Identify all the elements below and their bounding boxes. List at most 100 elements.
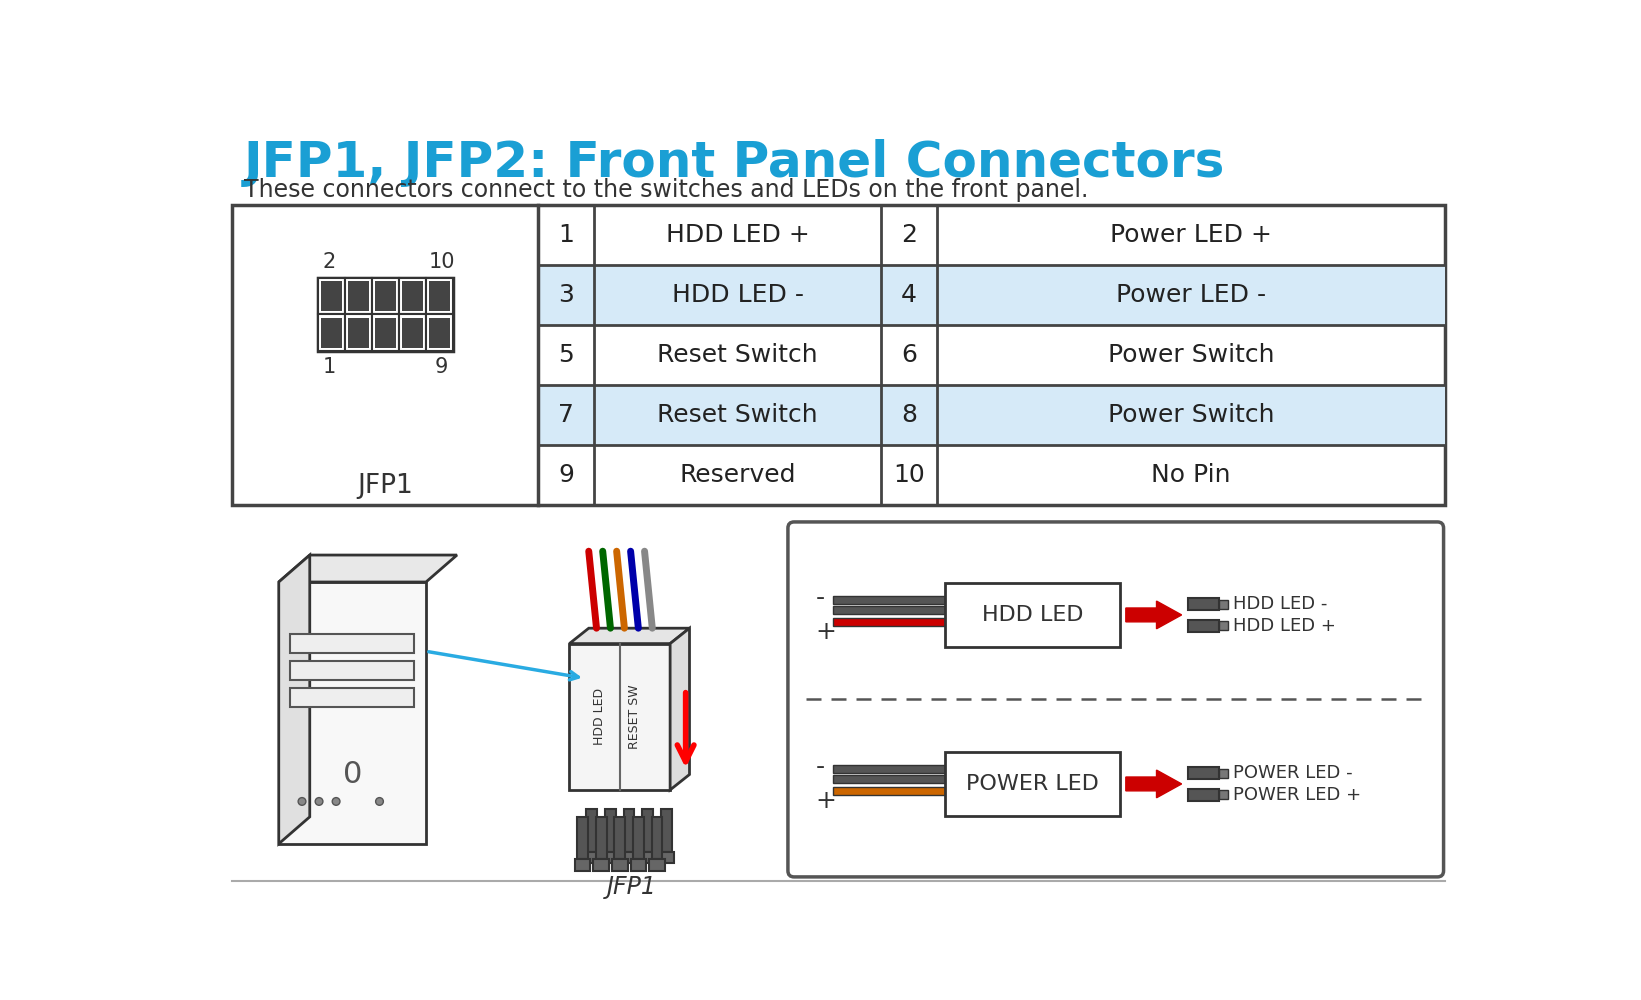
- Bar: [290, 688, 415, 707]
- Bar: [402, 281, 423, 311]
- Circle shape: [299, 798, 305, 805]
- Bar: [1219, 790, 1227, 799]
- Text: 10: 10: [893, 463, 924, 487]
- Bar: [373, 278, 399, 314]
- Bar: [399, 314, 427, 351]
- Text: POWER LED -: POWER LED -: [1232, 764, 1352, 782]
- Bar: [427, 314, 453, 351]
- Text: 2: 2: [323, 252, 336, 272]
- Circle shape: [315, 798, 323, 805]
- Bar: [834, 596, 945, 604]
- Bar: [651, 817, 663, 859]
- Bar: [614, 817, 625, 859]
- Bar: [320, 281, 341, 311]
- Bar: [622, 852, 637, 863]
- Bar: [586, 809, 597, 852]
- Text: HDD LED -: HDD LED -: [1232, 595, 1328, 613]
- Bar: [317, 278, 453, 351]
- Bar: [427, 278, 453, 314]
- Bar: [834, 618, 945, 626]
- Polygon shape: [279, 582, 427, 844]
- Text: -: -: [816, 755, 825, 779]
- Bar: [290, 661, 415, 680]
- Text: Power LED -: Power LED -: [1116, 283, 1265, 307]
- Text: RESET SW: RESET SW: [629, 684, 642, 749]
- Bar: [594, 859, 609, 871]
- Bar: [633, 817, 643, 859]
- Text: 7: 7: [558, 403, 574, 427]
- Polygon shape: [279, 555, 456, 582]
- Bar: [1219, 600, 1227, 609]
- Text: +: +: [816, 789, 837, 813]
- Bar: [348, 281, 369, 311]
- Text: 9: 9: [435, 357, 448, 377]
- Text: HDD LED +: HDD LED +: [1232, 617, 1336, 635]
- Bar: [428, 318, 450, 348]
- Bar: [374, 281, 395, 311]
- Text: 2: 2: [901, 223, 917, 247]
- Text: 0: 0: [343, 760, 363, 789]
- Bar: [612, 859, 627, 871]
- Text: Reserved: Reserved: [679, 463, 796, 487]
- Bar: [945, 752, 1119, 816]
- Bar: [373, 314, 399, 351]
- Text: Power LED +: Power LED +: [1109, 223, 1272, 247]
- Circle shape: [376, 798, 384, 805]
- Text: JFP1, JFP2: Front Panel Connectors: JFP1, JFP2: Front Panel Connectors: [245, 139, 1226, 187]
- Polygon shape: [670, 628, 689, 790]
- Bar: [538, 385, 1446, 445]
- Bar: [945, 583, 1119, 647]
- Text: 1: 1: [558, 223, 574, 247]
- Polygon shape: [279, 555, 310, 844]
- Text: JFP1: JFP1: [358, 473, 414, 499]
- Bar: [596, 817, 607, 859]
- Polygon shape: [1126, 770, 1182, 798]
- Bar: [584, 852, 599, 863]
- Text: Power Switch: Power Switch: [1108, 403, 1273, 427]
- Bar: [402, 318, 423, 348]
- Bar: [640, 852, 655, 863]
- Bar: [374, 318, 395, 348]
- Bar: [399, 278, 427, 314]
- Text: 6: 6: [901, 343, 917, 367]
- Text: 3: 3: [558, 283, 574, 307]
- Text: 8: 8: [901, 403, 917, 427]
- Text: 10: 10: [428, 252, 455, 272]
- Bar: [1219, 769, 1227, 778]
- Bar: [606, 809, 615, 852]
- Bar: [834, 606, 945, 614]
- Text: Reset Switch: Reset Switch: [658, 403, 817, 427]
- Bar: [1188, 767, 1219, 779]
- Text: No Pin: No Pin: [1152, 463, 1231, 487]
- Bar: [569, 644, 670, 790]
- Bar: [630, 859, 647, 871]
- Text: Power Switch: Power Switch: [1108, 343, 1273, 367]
- Bar: [1188, 620, 1219, 632]
- Text: JFP1: JFP1: [607, 875, 656, 899]
- Bar: [834, 765, 945, 773]
- Text: -: -: [816, 586, 825, 610]
- Bar: [290, 634, 415, 653]
- Bar: [428, 281, 450, 311]
- FancyBboxPatch shape: [788, 522, 1444, 877]
- Bar: [348, 318, 369, 348]
- Text: HDD LED +: HDD LED +: [666, 223, 809, 247]
- Bar: [661, 809, 671, 852]
- Text: HDD LED: HDD LED: [981, 605, 1083, 625]
- Text: +: +: [816, 620, 837, 644]
- Text: 5: 5: [558, 343, 574, 367]
- Circle shape: [331, 798, 340, 805]
- Bar: [658, 852, 674, 863]
- Bar: [320, 318, 341, 348]
- Polygon shape: [1126, 601, 1182, 629]
- Bar: [1219, 621, 1227, 630]
- Text: POWER LED: POWER LED: [967, 774, 1099, 794]
- Bar: [834, 775, 945, 783]
- Bar: [602, 852, 619, 863]
- Text: 1: 1: [323, 357, 336, 377]
- Bar: [624, 809, 635, 852]
- Text: Reset Switch: Reset Switch: [658, 343, 817, 367]
- Text: HDD LED -: HDD LED -: [671, 283, 804, 307]
- Text: 4: 4: [901, 283, 917, 307]
- Bar: [233, 205, 1446, 505]
